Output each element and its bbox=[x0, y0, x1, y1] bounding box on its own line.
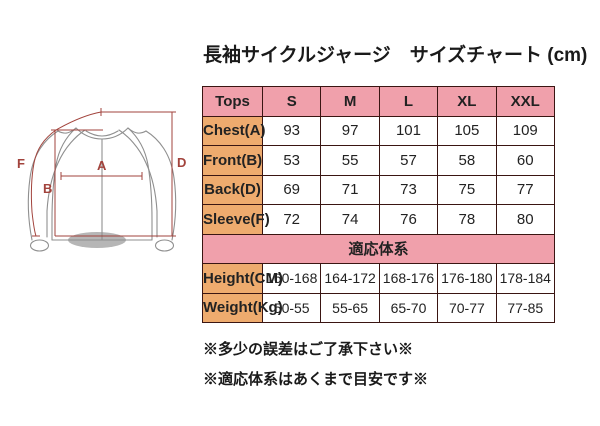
svg-text:A: A bbox=[97, 158, 107, 173]
svg-text:B: B bbox=[43, 181, 52, 196]
svg-text:D: D bbox=[177, 155, 186, 170]
svg-text:F: F bbox=[17, 156, 25, 171]
